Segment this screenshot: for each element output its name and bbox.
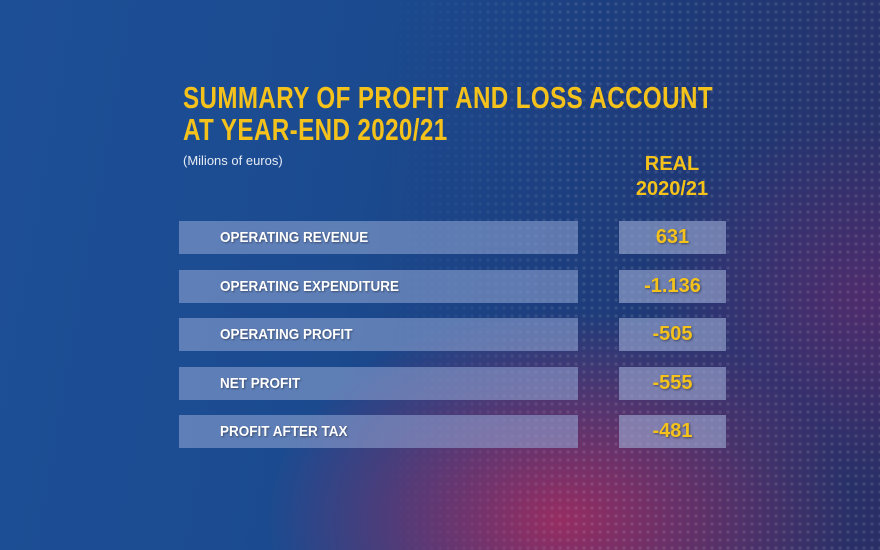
- row-label: OPERATING PROFIT: [220, 326, 353, 343]
- row-label-box: PROFIT AFTER TAX: [179, 415, 578, 448]
- row-value: -481: [652, 420, 693, 442]
- row-value: -505: [652, 323, 693, 345]
- title-line-1: SUMMARY OF PROFIT AND LOSS ACCOUNT: [183, 80, 713, 115]
- table-row: NET PROFIT -555: [179, 367, 727, 400]
- row-value: -1.136: [644, 275, 701, 297]
- row-label-box: OPERATING REVENUE: [179, 221, 578, 254]
- table-row: OPERATING REVENUE 631: [179, 221, 727, 254]
- row-value: 631: [655, 226, 690, 248]
- row-label-box: OPERATING EXPENDITURE: [179, 270, 578, 303]
- row-value-box: 631: [619, 221, 726, 254]
- row-label-box: NET PROFIT: [179, 367, 578, 400]
- row-label: OPERATING EXPENDITURE: [220, 278, 400, 295]
- column-header-line-1: REAL: [644, 153, 700, 175]
- row-value-box: -555: [619, 367, 726, 400]
- row-value: -555: [652, 372, 693, 394]
- row-label: OPERATING REVENUE: [220, 229, 369, 246]
- column-header: REAL 2020/21: [612, 152, 732, 202]
- unit-subtitle: (Milions of euros): [183, 153, 283, 168]
- table-row: OPERATING EXPENDITURE -1.136: [179, 270, 727, 303]
- row-value-box: -481: [619, 415, 726, 448]
- title-line-2: AT YEAR-END 2020/21: [183, 112, 448, 147]
- table-row: PROFIT AFTER TAX -481: [179, 415, 727, 448]
- column-header-line-2: 2020/21: [635, 178, 709, 200]
- row-label: PROFIT AFTER TAX: [220, 423, 348, 440]
- chart-title: SUMMARY OF PROFIT AND LOSS ACCOUNT AT YE…: [183, 82, 713, 146]
- table-row: OPERATING PROFIT -505: [179, 318, 727, 351]
- row-value-box: -1.136: [619, 270, 726, 303]
- row-label-box: OPERATING PROFIT: [179, 318, 578, 351]
- row-label: NET PROFIT: [220, 375, 301, 392]
- row-value-box: -505: [619, 318, 726, 351]
